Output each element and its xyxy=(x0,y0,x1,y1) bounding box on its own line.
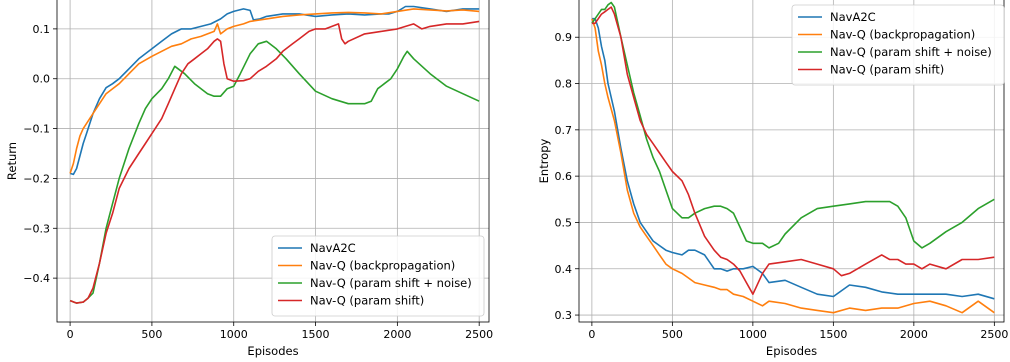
legend: NavA2C Nav-Q (backpropagation) Nav-Q (para… xyxy=(271,235,485,317)
series-line-3 xyxy=(591,6,995,295)
y-tick-label: −0.2 xyxy=(23,172,50,185)
legend-label: Nav-Q (param shift) xyxy=(830,63,944,77)
x-tick-label: 1000 xyxy=(220,328,248,341)
x-tick-label: 2000 xyxy=(383,328,411,341)
x-tick-label: 0 xyxy=(67,328,74,341)
y-tick-label: −0.1 xyxy=(23,123,50,136)
legend-label: Nav-Q (param shift + noise) xyxy=(310,276,472,290)
y-tick-label: 0.7 xyxy=(555,124,573,137)
axes-frame xyxy=(56,0,490,323)
x-tick-label: 2500 xyxy=(465,328,493,341)
legend: NavA2C Nav-Q (backpropagation) Nav-Q (para… xyxy=(791,4,1005,86)
x-axis-label: Episodes xyxy=(247,344,298,358)
legend-label: NavA2C xyxy=(310,241,356,255)
x-tick-label: 500 xyxy=(662,328,683,341)
y-tick-label: 0.9 xyxy=(555,31,573,44)
y-axis-label: Entropy xyxy=(537,138,551,183)
series-line-1 xyxy=(69,8,480,174)
series-line-0 xyxy=(69,5,480,176)
legend-box xyxy=(791,4,1005,86)
return-chart: 0 500 1000 1500 2000 2500 −0.4 −0.3 −0.2 −0.1 0.0 0… xyxy=(5,0,493,358)
y-tick-label: 0.3 xyxy=(555,309,573,322)
y-tick-label: 0.8 xyxy=(555,78,573,91)
y-tick-label: −0.4 xyxy=(23,272,50,285)
x-tick-label: 0 xyxy=(588,328,595,341)
y-tick-label: 0.4 xyxy=(555,263,573,276)
x-tick-label: 1500 xyxy=(302,328,330,341)
y-axis-label: Return xyxy=(5,142,19,180)
legend-label: Nav-Q (param shift) xyxy=(310,294,424,308)
x-axis-label: Episodes xyxy=(766,344,817,358)
y-tick-label: 0.1 xyxy=(33,23,51,36)
x-tick-label: 1000 xyxy=(739,328,767,341)
legend-label: Nav-Q (backpropagation) xyxy=(830,28,975,42)
legend-label: NavA2C xyxy=(830,10,876,24)
series-line-1 xyxy=(591,18,995,314)
axes-frame xyxy=(578,0,1005,323)
entropy-chart: 0 500 1000 1500 2000 2500 0.3 0.4 0.5 0.6 0.7 0.8 0.… xyxy=(537,0,1008,358)
x-tick-label: 1500 xyxy=(819,328,847,341)
x-tick-label: 2000 xyxy=(900,328,928,341)
legend-box xyxy=(271,235,485,317)
series-line-3 xyxy=(69,20,480,304)
x-tick-label: 2500 xyxy=(980,328,1008,341)
series-line-2 xyxy=(69,40,480,304)
series-line-0 xyxy=(591,17,995,300)
x-tick-label: 500 xyxy=(141,328,162,341)
legend-label: Nav-Q (param shift + noise) xyxy=(830,45,992,59)
y-tick-label: −0.3 xyxy=(23,222,50,235)
legend-label: Nav-Q (backpropagation) xyxy=(310,259,455,273)
y-tick-label: 0.0 xyxy=(33,73,51,86)
y-tick-label: 0.5 xyxy=(555,216,573,229)
y-tick-label: 0.6 xyxy=(555,170,573,183)
